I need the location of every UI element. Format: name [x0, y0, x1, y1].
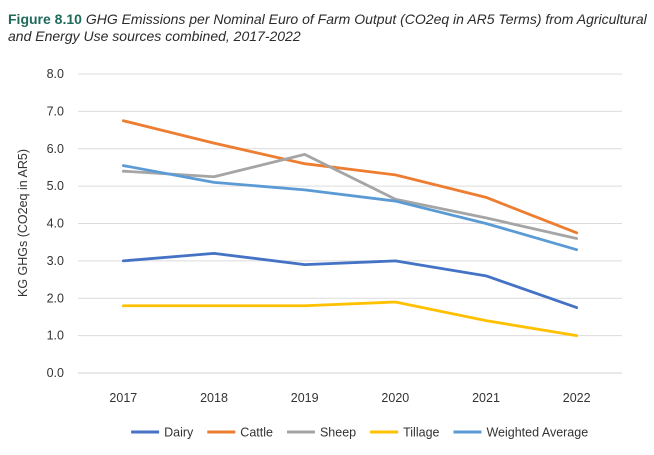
legend-label-tillage: Tillage [403, 426, 439, 440]
legend-label-sheep: Sheep [320, 426, 356, 440]
gridlines [78, 73, 622, 374]
y-tick-label: 5.0 [47, 179, 64, 193]
y-tick-label: 6.0 [47, 142, 64, 156]
legend-label-dairy: Dairy [164, 426, 194, 440]
series-line-weighted-average [121, 164, 579, 252]
y-tick-label: 7.0 [47, 104, 64, 118]
figure-label: Figure 8.10 [8, 11, 82, 27]
series-lines [121, 119, 579, 338]
x-tick-label: 2022 [563, 391, 591, 405]
y-tick-label: 4.0 [47, 217, 64, 231]
series-line-sheep [121, 152, 579, 240]
legend-label-weighted-average: Weighted Average [486, 426, 588, 440]
x-tick-label: 2019 [291, 391, 319, 405]
x-tick-label: 2021 [472, 391, 500, 405]
y-tick-label: 3.0 [47, 254, 64, 268]
series-line-cattle [121, 119, 579, 235]
legend: Dairy Cattle Sheep Tillage Weighted Average [131, 426, 588, 440]
y-tick-label: 8.0 [47, 67, 64, 81]
y-tick-label: 0.0 [47, 366, 64, 380]
y-axis-label: KG GHGs (CO2eq in AR5) [16, 149, 30, 297]
y-tick-label: 2.0 [47, 291, 64, 305]
figure-caption: GHG Emissions per Nominal Euro of Farm O… [8, 11, 647, 44]
series-line-dairy [121, 251, 579, 309]
y-tick-label: 1.0 [47, 329, 64, 343]
x-tick-label: 2018 [200, 391, 228, 405]
x-tick-label: 2020 [381, 391, 409, 405]
x-axis-ticks: 2017 2018 2019 2020 2021 2022 [109, 391, 590, 405]
y-axis-ticks: 0.0 1.0 2.0 3.0 4.0 5.0 6.0 7.0 8.0 [47, 67, 64, 380]
figure-title: Figure 8.10 GHG Emissions per Nominal Eu… [8, 11, 648, 45]
x-tick-label: 2017 [109, 391, 137, 405]
legend-label-cattle: Cattle [240, 426, 273, 440]
series-line-tillage [121, 300, 579, 338]
